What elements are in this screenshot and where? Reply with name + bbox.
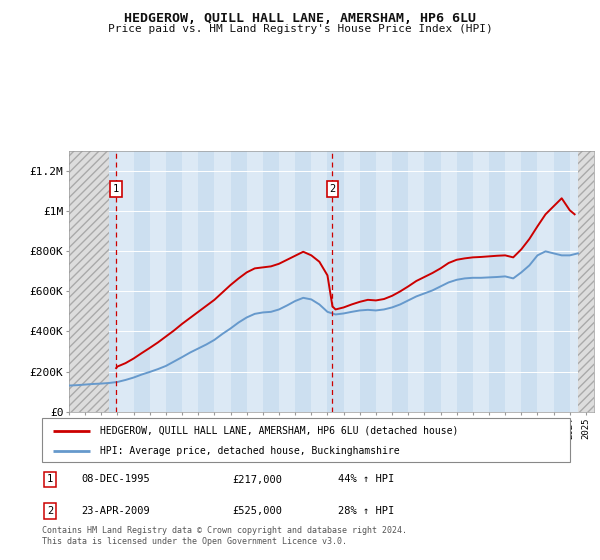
Text: HEDGEROW, QUILL HALL LANE, AMERSHAM, HP6 6LU: HEDGEROW, QUILL HALL LANE, AMERSHAM, HP6… (124, 12, 476, 25)
Bar (150, 151, 166, 412)
Bar (408, 151, 424, 412)
Bar (279, 151, 295, 412)
Text: HPI: Average price, detached house, Buckinghamshire: HPI: Average price, detached house, Buck… (100, 446, 400, 456)
Text: 1: 1 (113, 184, 119, 194)
Text: 2: 2 (329, 184, 335, 194)
Text: 44% ↑ HPI: 44% ↑ HPI (338, 474, 394, 484)
Text: 08-DEC-1995: 08-DEC-1995 (82, 474, 151, 484)
Bar (101, 151, 118, 412)
Bar (392, 151, 408, 412)
Text: Price paid vs. HM Land Registry's House Price Index (HPI): Price paid vs. HM Land Registry's House … (107, 24, 493, 34)
Bar (554, 151, 570, 412)
Bar (247, 151, 263, 412)
Bar (198, 151, 214, 412)
Bar (360, 151, 376, 412)
Text: Contains HM Land Registry data © Crown copyright and database right 2024.
This d: Contains HM Land Registry data © Crown c… (42, 526, 407, 546)
Bar (69, 151, 109, 412)
Text: 23-APR-2009: 23-APR-2009 (82, 506, 151, 516)
Bar (311, 151, 328, 412)
Bar (489, 151, 505, 412)
Bar (182, 151, 198, 412)
Text: £525,000: £525,000 (232, 506, 282, 516)
Bar (440, 151, 457, 412)
Bar (230, 151, 247, 412)
Bar (328, 151, 344, 412)
Bar (214, 151, 230, 412)
Bar (166, 151, 182, 412)
Bar (538, 151, 554, 412)
Bar (586, 151, 594, 412)
Bar (570, 151, 586, 412)
Bar (344, 151, 360, 412)
Bar (457, 151, 473, 412)
Bar (263, 151, 279, 412)
Bar (473, 151, 489, 412)
Text: 28% ↑ HPI: 28% ↑ HPI (338, 506, 394, 516)
Text: HEDGEROW, QUILL HALL LANE, AMERSHAM, HP6 6LU (detached house): HEDGEROW, QUILL HALL LANE, AMERSHAM, HP6… (100, 426, 458, 436)
Bar (521, 151, 538, 412)
Text: 1: 1 (47, 474, 53, 484)
Bar (376, 151, 392, 412)
Bar (424, 151, 440, 412)
Text: £217,000: £217,000 (232, 474, 282, 484)
FancyBboxPatch shape (42, 418, 570, 462)
Text: 2: 2 (47, 506, 53, 516)
Bar (578, 151, 594, 412)
Bar (295, 151, 311, 412)
Bar (69, 151, 85, 412)
Bar (134, 151, 150, 412)
Bar (505, 151, 521, 412)
Bar (118, 151, 134, 412)
Bar (85, 151, 101, 412)
